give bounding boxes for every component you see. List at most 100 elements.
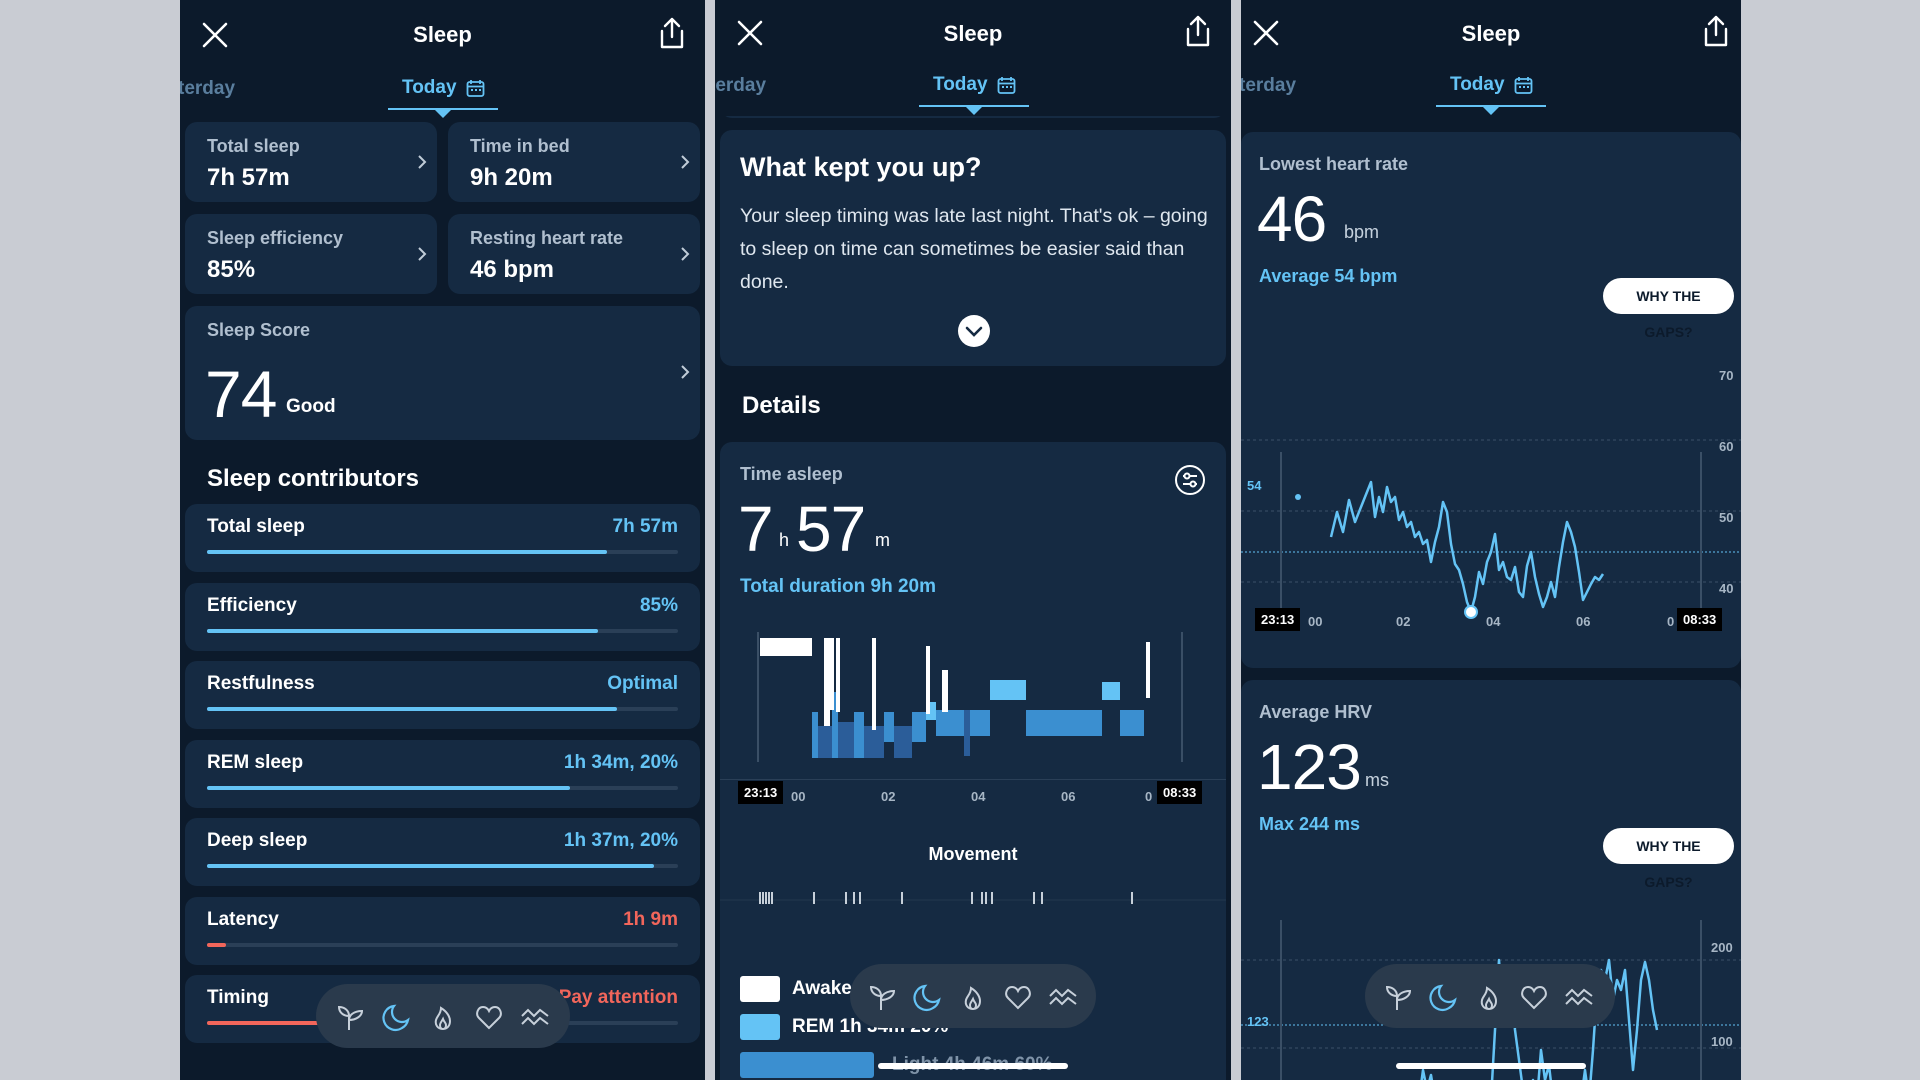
hrv-average-marker: 123 bbox=[1247, 1014, 1269, 1029]
contributor-row[interactable]: Restfulness Optimal bbox=[185, 661, 700, 729]
y-tick: 100 bbox=[1711, 1034, 1733, 1049]
contributor-row[interactable]: Deep sleep 1h 37m, 20% bbox=[185, 818, 700, 886]
hrv-value: 123 bbox=[1257, 731, 1362, 803]
tab-yesterday[interactable]: terday bbox=[715, 75, 767, 96]
awake-spike bbox=[942, 670, 948, 712]
moon-icon[interactable] bbox=[913, 982, 943, 1012]
tab-today[interactable]: Today bbox=[402, 77, 485, 99]
end-time-box: 08:33 bbox=[1157, 781, 1203, 804]
contributor-bar-fill bbox=[207, 550, 608, 554]
movement-chart bbox=[720, 892, 1226, 904]
rem-segment bbox=[990, 680, 1026, 700]
sprout-icon[interactable] bbox=[1384, 982, 1414, 1012]
metric-card-total-sleep[interactable]: Total sleep 7h 57m bbox=[185, 122, 437, 202]
why-the-gaps-button[interactable]: WHY THE GAPS? bbox=[1603, 278, 1734, 340]
awake-spike bbox=[926, 646, 930, 714]
what-kept-you-up-card[interactable]: What kept you up? Your sleep timing was … bbox=[720, 130, 1226, 366]
bottom-nav bbox=[850, 964, 1096, 1028]
contributor-name: Deep sleep bbox=[207, 830, 308, 851]
flame-icon[interactable] bbox=[428, 1002, 458, 1032]
header: Sleep terday Today bbox=[715, 0, 1231, 116]
contributor-row[interactable]: Total sleep 7h 57m bbox=[185, 504, 700, 572]
contributor-bar-track bbox=[207, 707, 678, 711]
share-icon[interactable] bbox=[1183, 14, 1213, 48]
awake-segment bbox=[760, 638, 812, 656]
expand-chevron-icon[interactable] bbox=[957, 314, 991, 348]
lowest-hr-marker bbox=[1464, 605, 1478, 619]
axis-tick: 04 bbox=[1486, 614, 1501, 629]
heart-icon[interactable] bbox=[474, 1002, 504, 1032]
close-icon[interactable] bbox=[1253, 20, 1279, 46]
metric-card-time-in-bed[interactable]: Time in bed 9h 20m bbox=[448, 122, 700, 202]
deep-segment bbox=[864, 726, 884, 758]
activity-waves-icon[interactable] bbox=[1564, 982, 1594, 1012]
axis-tick: 00 bbox=[1308, 614, 1323, 629]
tab-today-label: Today bbox=[1450, 74, 1505, 95]
calendar-icon bbox=[1514, 77, 1532, 94]
why-the-gaps-button[interactable]: WHY THE GAPS? bbox=[1603, 828, 1734, 890]
hr-average-marker: 54 bbox=[1247, 478, 1262, 493]
share-icon[interactable] bbox=[1701, 14, 1731, 48]
tab-today[interactable]: Today bbox=[933, 74, 1016, 96]
time-asleep-label: Time asleep bbox=[740, 464, 843, 484]
contributor-value: 85% bbox=[639, 594, 678, 616]
tab-indicator bbox=[966, 107, 982, 115]
sleep-score-label: Sleep Score bbox=[207, 320, 311, 340]
sliders-icon[interactable] bbox=[1174, 464, 1206, 496]
contributor-row[interactable]: REM sleep 1h 34m, 20% bbox=[185, 739, 700, 808]
heart-icon[interactable] bbox=[1519, 982, 1549, 1012]
contributor-bar-fill bbox=[207, 1021, 349, 1025]
activity-waves-icon[interactable] bbox=[1048, 982, 1078, 1012]
header: Sleep terday Today bbox=[180, 0, 705, 118]
tab-today[interactable]: Today bbox=[1450, 74, 1533, 96]
sprout-icon[interactable] bbox=[336, 1002, 366, 1032]
contributor-name: Latency bbox=[207, 908, 279, 930]
contributor-bar-fill bbox=[207, 707, 617, 711]
activity-waves-icon[interactable] bbox=[520, 1002, 550, 1032]
light-segment bbox=[884, 712, 894, 742]
tab-today-label: Today bbox=[402, 77, 457, 98]
home-indicator bbox=[1396, 1063, 1586, 1069]
contributor-bar-track bbox=[207, 550, 678, 554]
metric-card-resting-heart-rate[interactable]: Resting heart rate 46 bpm bbox=[448, 214, 700, 294]
hrv-max: Max 244 ms bbox=[1259, 814, 1361, 834]
metric-label: Sleep efficiency bbox=[207, 228, 344, 248]
light-segment bbox=[832, 692, 838, 758]
tab-underline bbox=[1436, 105, 1546, 107]
contributor-value: 1h 34m, 20% bbox=[563, 751, 678, 773]
calendar-icon bbox=[997, 77, 1015, 94]
contributor-row[interactable]: Latency 1h 9m bbox=[185, 896, 700, 965]
moon-icon[interactable] bbox=[1429, 982, 1459, 1012]
light-segment bbox=[1026, 710, 1102, 736]
sleep-score-card[interactable]: Sleep Score 74 Good bbox=[185, 306, 700, 440]
flame-icon[interactable] bbox=[958, 982, 988, 1012]
tab-yesterday[interactable]: terday bbox=[180, 78, 236, 99]
y-tick: 40 bbox=[1719, 581, 1734, 596]
share-icon[interactable] bbox=[657, 16, 687, 50]
heart-icon[interactable] bbox=[1003, 982, 1033, 1012]
tab-yesterday[interactable]: terday bbox=[1241, 75, 1297, 96]
hypnogram-baseline bbox=[720, 779, 1226, 780]
awake-spike bbox=[1146, 642, 1150, 698]
tab-today-label: Today bbox=[933, 74, 988, 95]
deep-segment bbox=[894, 726, 912, 758]
contributor-bar-track bbox=[207, 942, 678, 947]
axis-tick: 0 bbox=[1145, 789, 1153, 804]
tab-underline bbox=[388, 108, 498, 110]
home-indicator bbox=[878, 1063, 1068, 1069]
contributor-row[interactable]: Efficiency 85% bbox=[185, 582, 700, 651]
awake-spike bbox=[836, 638, 840, 712]
metric-card-sleep-efficiency[interactable]: Sleep efficiency 85% bbox=[185, 214, 437, 294]
flame-icon[interactable] bbox=[1474, 982, 1504, 1012]
moon-icon[interactable] bbox=[382, 1002, 412, 1032]
chevron-right-icon bbox=[681, 365, 690, 379]
deep-segment bbox=[964, 710, 970, 756]
close-icon[interactable] bbox=[202, 22, 228, 48]
axis-tick: 06 bbox=[1061, 789, 1076, 804]
page-title: Sleep bbox=[1461, 21, 1521, 46]
sleep-score-value: 74 bbox=[205, 357, 277, 431]
sprout-icon[interactable] bbox=[868, 982, 898, 1012]
close-icon[interactable] bbox=[737, 20, 763, 46]
bottom-nav bbox=[316, 984, 570, 1048]
